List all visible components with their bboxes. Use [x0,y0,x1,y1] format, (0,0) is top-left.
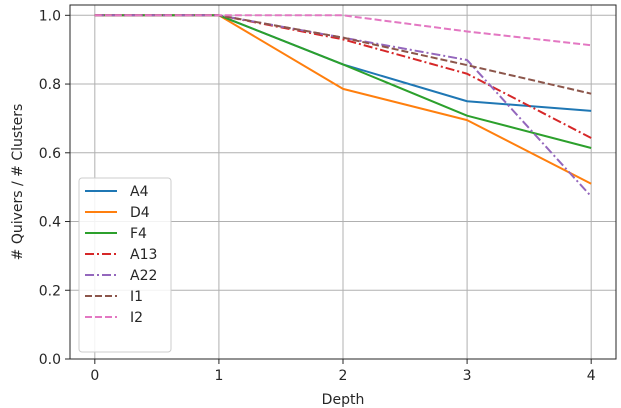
legend-label-a13: A13 [130,247,157,263]
series-line-a13 [94,14,592,139]
legend-label-a4: A4 [130,184,149,200]
legend-label-d4: D4 [130,205,150,221]
legend-label-i2: I2 [130,310,143,326]
y-tick-label: 0.0 [39,352,61,368]
y-tick-label: 0.6 [39,146,61,162]
legend-label-i1: I1 [130,289,143,305]
legend-box [78,177,172,353]
legend-label-a22: A22 [130,268,157,284]
axis-ticks: 0 1 2 3 4 0.0 0.2 0.4 0.6 0.8 1.0 [39,8,596,384]
x-tick-label: 4 [587,368,596,384]
x-tick-label: 1 [214,368,223,384]
x-tick-label: 3 [463,368,472,384]
x-tick-label: 0 [90,368,99,384]
series-line-i2 [94,14,592,47]
y-tick-label: 0.8 [39,77,61,93]
y-tick-label: 0.4 [39,215,61,231]
y-axis-label: # Quivers / # Clusters [10,104,26,261]
y-tick-label: 1.0 [39,8,61,24]
x-tick-label: 2 [339,368,348,384]
x-axis-label: Depth [322,392,365,408]
legend-label-f4: F4 [130,226,147,242]
y-tick-label: 0.2 [39,283,61,299]
series-lines [94,14,592,198]
legend: A4 D4 F4 A13 A22 I1 I2 [78,177,172,353]
